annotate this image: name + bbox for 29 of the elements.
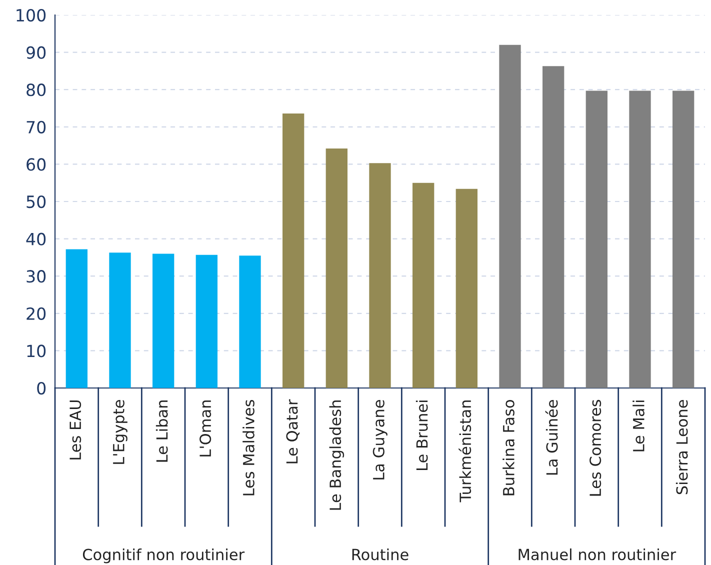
text: Cognitif non routinier: [82, 548, 245, 564]
text: Routine: [352, 548, 408, 560]
y-tick-label: 80: [26, 84, 46, 96]
x-tick-label: Le Liban: [156, 400, 168, 462]
y-tick-label: 20: [26, 307, 46, 320]
x-tick-label: Les Comores: [590, 400, 602, 496]
x-tick-label: La Guyane: [372, 400, 388, 480]
x-tick-label: Sierra Leone: [676, 400, 688, 494]
x-tick-label: Le Brunei: [416, 400, 428, 470]
x-tick-label: Burkina Faso: [502, 400, 514, 496]
x-tick-label: Les EAU: [70, 400, 82, 460]
x-tick-label: L'Oman: [200, 400, 212, 456]
y-tick-label: 100: [16, 8, 46, 22]
x-tick-label: Le Bangladesh: [329, 400, 344, 510]
y-tick-label: 90: [26, 46, 46, 59]
x-tick-label: Les Maldives: [242, 400, 254, 496]
x-tick-label: L'Egypte: [113, 400, 128, 464]
x-tick-label: Le Qatar: [286, 399, 300, 464]
y-tick-label: 50: [26, 195, 46, 208]
x-tick-label: Turkménistan: [458, 400, 472, 502]
y-tick-label: 0: [37, 382, 46, 395]
x-tick-label: La Guinée: [545, 400, 558, 475]
y-tick-label: 30: [26, 270, 46, 283]
y-tick-label: 70: [26, 120, 46, 134]
x-tick-label: Le Mali: [632, 400, 644, 452]
y-tick-label: 10: [27, 344, 46, 358]
y-tick-label: 40: [26, 232, 46, 246]
y-tick-label: 60: [26, 158, 46, 171]
text: Manuel non routinier: [518, 548, 676, 560]
